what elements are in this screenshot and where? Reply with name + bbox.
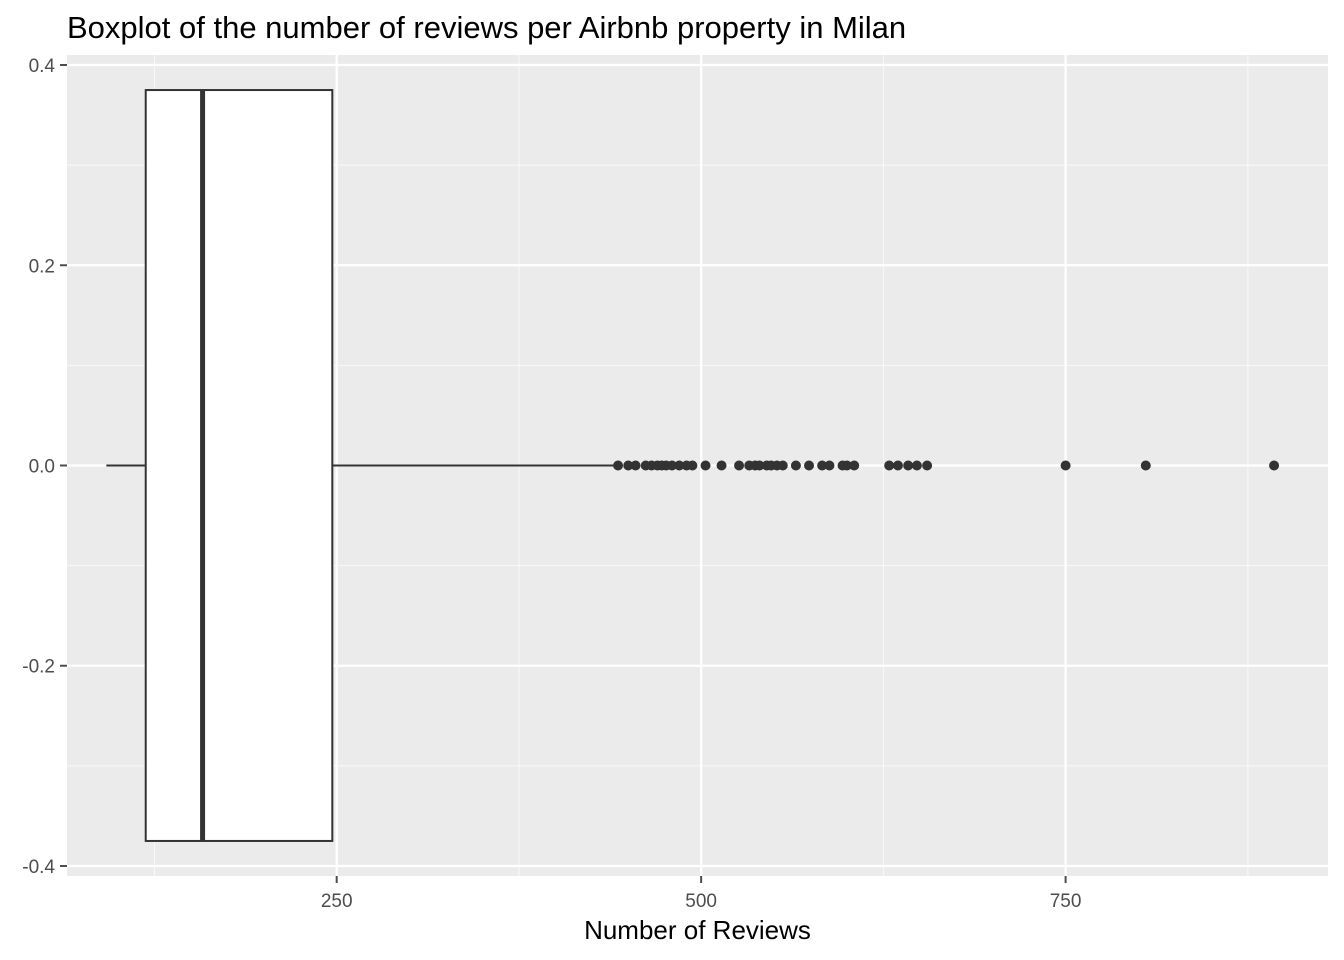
- x-axis-title: Number of Reviews: [584, 915, 811, 945]
- outlier-point: [922, 460, 933, 471]
- outlier-point: [841, 460, 852, 471]
- outlier-point: [817, 460, 828, 471]
- outlier-point: [666, 460, 677, 471]
- chart-title: Boxplot of the number of reviews per Air…: [67, 10, 907, 45]
- x-tick-label: 750: [1050, 891, 1082, 912]
- outlier-point: [1140, 460, 1151, 471]
- outlier-point: [674, 460, 685, 471]
- outlier-point: [1269, 460, 1280, 471]
- interquartile-box: [144, 89, 334, 842]
- outlier-point: [911, 460, 922, 471]
- outlier-point: [613, 460, 624, 471]
- y-tick-label: -0.4: [22, 857, 55, 878]
- outlier-point: [687, 460, 698, 471]
- x-tick-label: 500: [685, 891, 717, 912]
- outlier-point: [804, 460, 815, 471]
- outlier-point: [892, 460, 903, 471]
- x-tick-label: 250: [321, 891, 353, 912]
- outlier-point: [884, 460, 895, 471]
- y-tick-label: 0.2: [29, 256, 55, 277]
- y-tick-label: 0.4: [29, 56, 56, 77]
- axis-ticks: [60, 64, 1067, 883]
- y-tick-label: 0.0: [29, 457, 55, 478]
- outlier-point: [623, 460, 634, 471]
- outlier-point: [734, 460, 745, 471]
- outlier-point: [824, 460, 835, 471]
- box-layer: [106, 89, 619, 842]
- outlier-point: [630, 460, 641, 471]
- outlier-point: [754, 460, 765, 471]
- outlier-point: [700, 460, 711, 471]
- y-tick-label: -0.2: [22, 657, 55, 678]
- outlier-point: [849, 460, 860, 471]
- outlier-point: [777, 460, 788, 471]
- outlier-point: [1060, 460, 1071, 471]
- outlier-point: [903, 460, 914, 471]
- outlier-points: [613, 460, 1280, 471]
- outlier-point: [790, 460, 801, 471]
- outlier-point: [716, 460, 727, 471]
- axis-tick-labels: 250 500 750 -0.4 -0.2 0.0 0.2 0.4: [22, 56, 1081, 912]
